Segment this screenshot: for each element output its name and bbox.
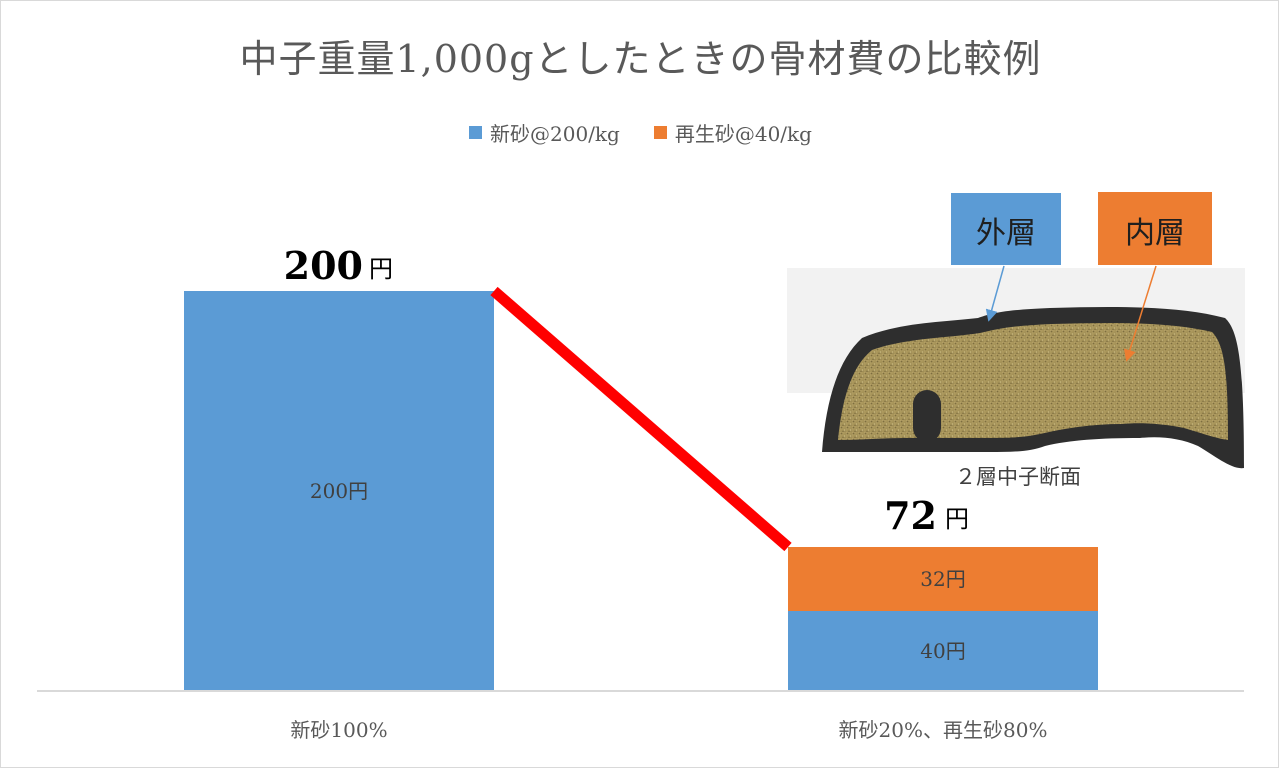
- callout-inner-arrow: [1124, 265, 1157, 362]
- total-unit-mixed-sand: 円: [945, 505, 969, 533]
- total-label-mixed-sand: 72 円: [884, 493, 969, 538]
- legend-swatch-new-sand: [469, 126, 483, 139]
- callout-inner-box: [1098, 192, 1212, 265]
- total-value-new-sand: 200: [284, 243, 363, 288]
- data-label-new-sand-0: 200円: [310, 479, 368, 503]
- callout-outer-arrow: [985, 265, 1005, 322]
- callout-inner-layer: 内層: [1098, 192, 1212, 362]
- total-label-new-sand: 200 円: [284, 243, 393, 288]
- legend-swatch-recycled-sand: [653, 126, 667, 139]
- legend-label-new-sand: 新砂@200/kg: [490, 122, 620, 146]
- inset-caption: ２層中子断面: [955, 465, 1081, 489]
- chart-title: 中子重量1,000gとしたときの骨材費の比較例: [239, 37, 1042, 81]
- legend-item-recycled-sand: 再生砂@40/kg: [653, 118, 812, 147]
- legend: 新砂@200/kg 再生砂@40/kg: [0, 118, 1281, 147]
- bar-recycled-sand-1: [788, 547, 1098, 611]
- cost-reduction-line: [490, 286, 792, 552]
- category-label-mixed-sand: 新砂20%、再生砂80%: [839, 718, 1048, 742]
- callout-outer-layer: 外層: [951, 193, 1061, 322]
- total-value-mixed-sand: 72: [884, 493, 937, 538]
- legend-label-recycled-sand: 再生砂@40/kg: [674, 122, 812, 146]
- legend-item-new-sand: 新砂@200/kg: [469, 118, 620, 147]
- core-pocket: [913, 390, 941, 442]
- total-unit-new-sand: 円: [369, 255, 393, 283]
- bar-new-sand-1: [788, 611, 1098, 691]
- data-label-recycled-sand-1: 32円: [920, 567, 965, 591]
- bars-group: 200円 40円 32円: [184, 291, 1098, 691]
- bar-new-sand-0: [184, 291, 494, 691]
- category-label-new-sand-100: 新砂100%: [290, 718, 387, 742]
- callout-outer-box: [951, 193, 1061, 265]
- callout-outer-label: 外層: [976, 216, 1036, 251]
- callout-inner-label: 内層: [1125, 216, 1185, 251]
- core-cross-section-image: ２層中子断面: [787, 268, 1245, 500]
- data-label-new-sand-1: 40円: [920, 639, 965, 663]
